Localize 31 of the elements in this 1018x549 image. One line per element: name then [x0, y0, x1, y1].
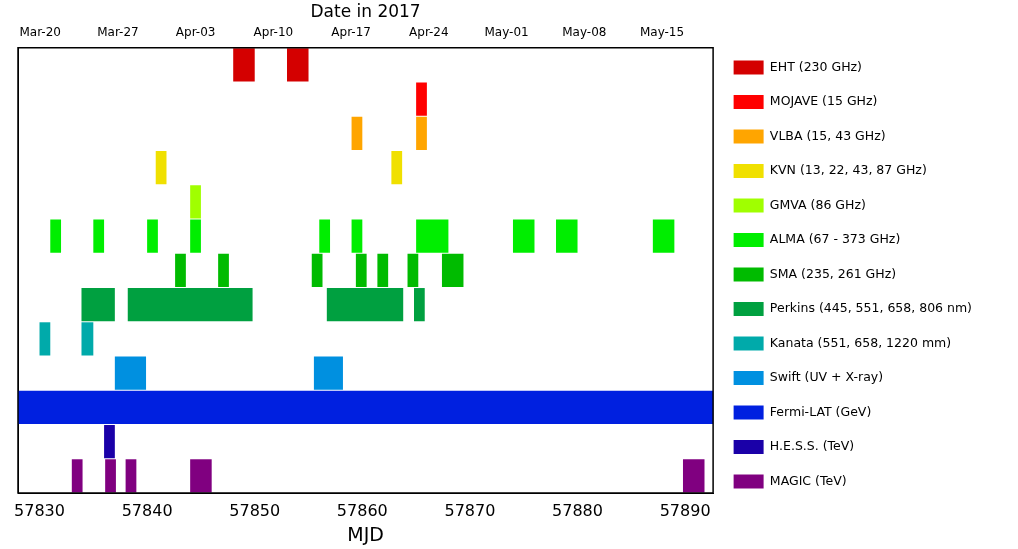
legend-label: MOJAVE (15 GHz) — [769, 93, 878, 109]
legend-label: MAGIC (TeV) — [769, 472, 847, 488]
x2-tick-label: Apr-03 — [175, 24, 216, 39]
legend-label: H.E.S.S. (TeV) — [769, 438, 855, 454]
legend-label: VLBA (15, 43 GHz) — [769, 127, 886, 143]
x2-tick-label: Mar-27 — [97, 24, 139, 39]
x2-tick-label: Mar-20 — [19, 24, 61, 39]
legend-label: KVN (13, 22, 43, 87 GHz) — [769, 162, 927, 178]
legend-label: Kanata (551, 658, 1220 mm) — [769, 334, 952, 350]
x2-tick-label: Apr-17 — [331, 24, 371, 39]
legend-label: Swift (UV + X-ray) — [769, 369, 884, 385]
legend-label: GMVA (86 GHz) — [769, 196, 866, 212]
legend-label: Perkins (445, 551, 658, 806 nm) — [769, 300, 973, 316]
x-tick-label: 57850 — [229, 500, 281, 520]
x-tick-label: 57880 — [552, 500, 603, 520]
legend-label: EHT (230 GHz) — [769, 58, 862, 74]
legend-label: SMA (235, 261 GHz) — [769, 265, 897, 281]
x2-tick-label: May-01 — [484, 24, 529, 39]
x2-tick-label: Apr-24 — [409, 24, 449, 39]
x-tick-label: 57830 — [14, 500, 65, 520]
x-axis-title: MJD — [347, 522, 384, 545]
x2-axis-title: Date in 2017 — [310, 0, 421, 21]
x2-tick-label: May-08 — [562, 24, 607, 39]
x-tick-label: 57870 — [444, 500, 496, 520]
x2-tick-label: May-15 — [639, 24, 685, 39]
x-tick-label: 57840 — [121, 500, 173, 520]
x-tick-label: 57890 — [659, 500, 711, 520]
legend-label: Fermi-LAT (GeV) — [769, 403, 872, 419]
legend-label: ALMA (67 - 373 GHz) — [769, 231, 901, 247]
x2-tick-label: Apr-10 — [253, 24, 294, 39]
x-tick-label: 57860 — [336, 500, 388, 520]
